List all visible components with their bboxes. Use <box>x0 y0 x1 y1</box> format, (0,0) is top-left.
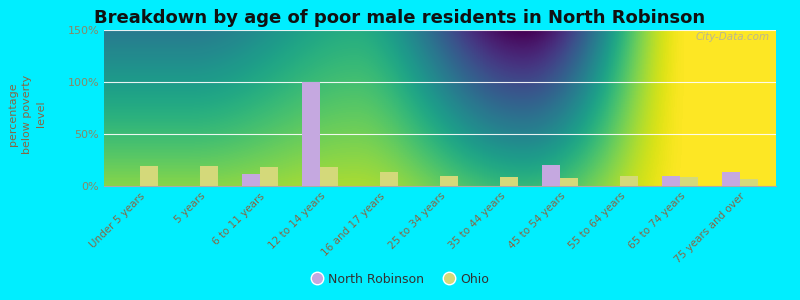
Bar <box>722 172 740 186</box>
Text: Breakdown by age of poor male residents in North Robinson: Breakdown by age of poor male residents … <box>94 9 706 27</box>
Legend: North Robinson, Ohio: North Robinson, Ohio <box>306 268 494 291</box>
Bar <box>440 176 458 186</box>
Bar <box>200 166 218 186</box>
Bar <box>680 177 698 186</box>
Bar <box>320 167 338 186</box>
Bar <box>260 167 278 186</box>
Bar <box>740 179 758 186</box>
Bar <box>380 172 398 186</box>
Text: percentage
below poverty
level: percentage below poverty level <box>8 74 46 154</box>
Bar <box>242 173 260 186</box>
Bar <box>140 166 158 186</box>
Bar <box>560 178 578 186</box>
Bar <box>500 177 518 186</box>
Bar <box>302 82 320 186</box>
Text: City-Data.com: City-Data.com <box>695 32 770 42</box>
Bar <box>662 176 680 186</box>
Bar <box>620 176 638 186</box>
Bar <box>542 165 560 186</box>
